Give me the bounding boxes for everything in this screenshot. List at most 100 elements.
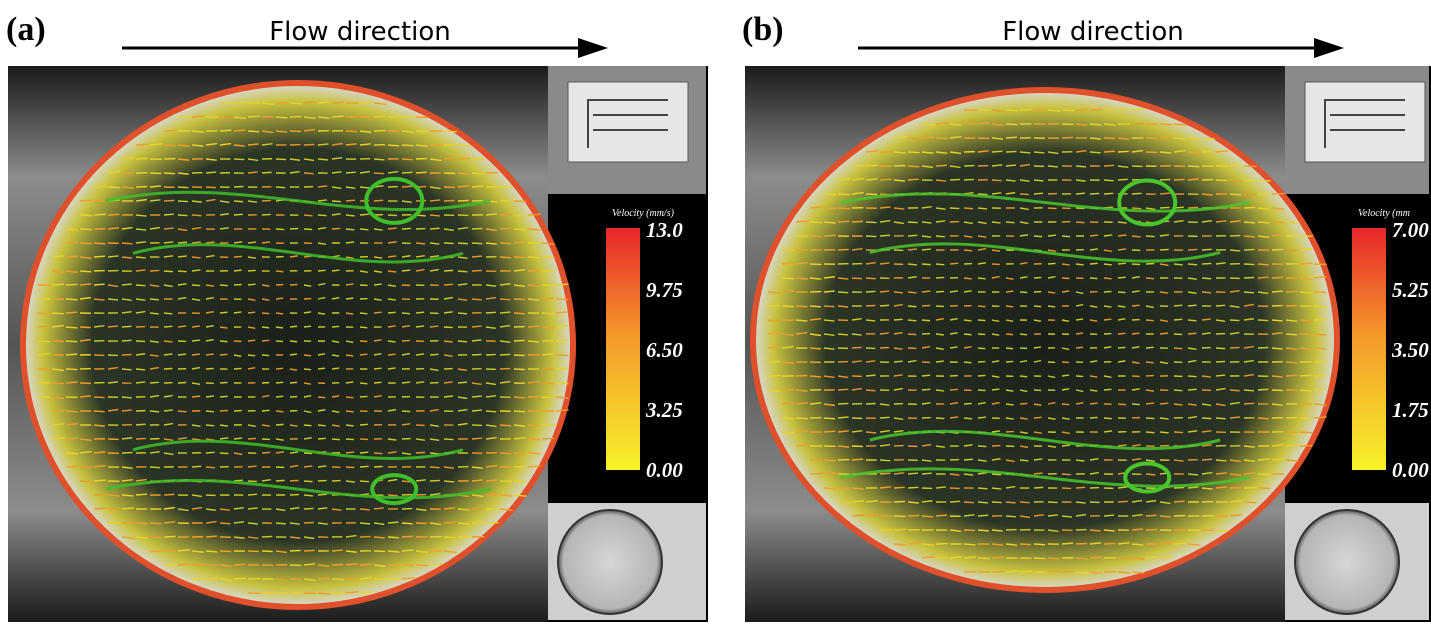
velocity-vector xyxy=(893,429,904,433)
velocity-vector xyxy=(135,256,146,259)
velocity-vector xyxy=(1173,123,1187,126)
velocity-vector xyxy=(1103,234,1113,237)
velocity-vector xyxy=(1131,192,1142,195)
velocity-vector xyxy=(991,529,1003,532)
velocity-vector xyxy=(1047,570,1061,573)
velocity-vector xyxy=(373,115,387,118)
velocity-vector xyxy=(65,381,78,384)
velocity-vector xyxy=(345,451,355,454)
velocity-vector xyxy=(1285,234,1299,237)
velocity-vector xyxy=(261,478,271,482)
velocity-vector xyxy=(1313,360,1327,363)
velocity-vector xyxy=(513,256,526,259)
velocity-vector xyxy=(191,353,200,356)
velocity-vector xyxy=(149,340,159,343)
velocity-vector xyxy=(247,354,256,357)
colorbar xyxy=(606,228,640,470)
velocity-vector xyxy=(1089,556,1102,559)
velocity-vector xyxy=(233,101,247,104)
velocity-vector xyxy=(1103,305,1112,308)
velocity-vector xyxy=(345,130,358,133)
velocity-vector xyxy=(457,226,469,230)
velocity-vector xyxy=(107,213,120,216)
velocity-vector xyxy=(443,199,455,202)
velocity-vector xyxy=(485,424,497,428)
colorbar-title: Velocity (mm/s) xyxy=(612,208,675,219)
velocity-vector xyxy=(135,143,149,146)
velocity-vector xyxy=(1257,221,1270,224)
velocity-vector xyxy=(1103,318,1112,321)
velocity-vector xyxy=(359,382,368,385)
velocity-vector xyxy=(1089,248,1099,251)
velocity-vector xyxy=(233,479,244,482)
velocity-vector xyxy=(1005,305,1014,308)
velocity-vector xyxy=(1131,458,1142,461)
velocity-vector xyxy=(1201,318,1211,321)
velocity-vector xyxy=(443,480,455,483)
velocity-vector xyxy=(401,480,412,483)
velocity-vector xyxy=(219,142,232,146)
velocity-vector xyxy=(1229,164,1243,167)
velocity-vector xyxy=(963,501,975,504)
velocity-vector xyxy=(191,241,201,244)
velocity-vector xyxy=(499,508,513,512)
velocity-vector xyxy=(1103,375,1112,378)
velocity-vector xyxy=(823,403,835,407)
velocity-vector xyxy=(1229,193,1242,196)
velocity-vector xyxy=(65,311,78,314)
velocity-vector xyxy=(149,354,159,357)
velocity-vector xyxy=(1187,403,1197,406)
velocity-vector xyxy=(949,165,961,169)
velocity-vector xyxy=(527,298,540,301)
velocity-vector xyxy=(893,417,904,421)
velocity-vector xyxy=(1033,403,1042,407)
velocity-vector xyxy=(457,144,471,147)
velocity-vector xyxy=(1117,165,1129,169)
velocity-vector xyxy=(837,416,849,419)
velocity-vector xyxy=(149,550,163,553)
velocity-vector xyxy=(107,227,120,230)
velocity-vector xyxy=(1089,389,1098,392)
velocity-vector xyxy=(345,590,359,594)
velocity-vector xyxy=(1075,263,1084,266)
velocity-vector xyxy=(261,394,270,398)
velocity-vector xyxy=(991,319,1000,323)
velocity-vector xyxy=(851,333,862,336)
velocity-vector xyxy=(261,326,270,329)
velocity-vector xyxy=(1005,109,1019,112)
velocity-vector xyxy=(317,269,326,272)
velocity-vector xyxy=(205,171,217,174)
velocity-vector xyxy=(163,452,174,456)
velocity-vector xyxy=(345,438,355,441)
velocity-vector xyxy=(471,409,482,412)
velocity-vector xyxy=(303,172,314,175)
velocity-vector xyxy=(555,354,569,357)
velocity-vector xyxy=(1061,136,1073,139)
chip-channel xyxy=(1324,99,1405,148)
velocity-vector xyxy=(809,333,821,337)
velocity-vector xyxy=(1145,319,1154,322)
velocity-vector xyxy=(303,382,312,385)
velocity-vector xyxy=(261,409,270,412)
velocity-vector xyxy=(373,256,383,259)
velocity-vector xyxy=(345,297,354,300)
velocity-vector xyxy=(485,353,496,356)
velocity-vector xyxy=(1215,319,1226,322)
velocity-vector xyxy=(1061,388,1070,391)
velocity-vector xyxy=(963,556,977,559)
velocity-vector xyxy=(1145,402,1155,405)
velocity-vector xyxy=(1243,318,1254,321)
velocity-vector xyxy=(1187,359,1197,363)
velocity-vector xyxy=(1131,304,1140,307)
velocity-vector xyxy=(1187,319,1197,322)
velocity-vector xyxy=(823,347,835,350)
velocity-vector xyxy=(233,144,245,147)
velocity-vector xyxy=(359,480,369,483)
velocity-vector xyxy=(809,318,822,321)
velocity-vector xyxy=(1285,459,1299,463)
velocity-vector xyxy=(1061,347,1070,351)
velocity-vector xyxy=(303,284,312,287)
velocity-vector xyxy=(205,158,217,161)
velocity-vector xyxy=(429,409,439,412)
velocity-vector xyxy=(471,437,483,440)
